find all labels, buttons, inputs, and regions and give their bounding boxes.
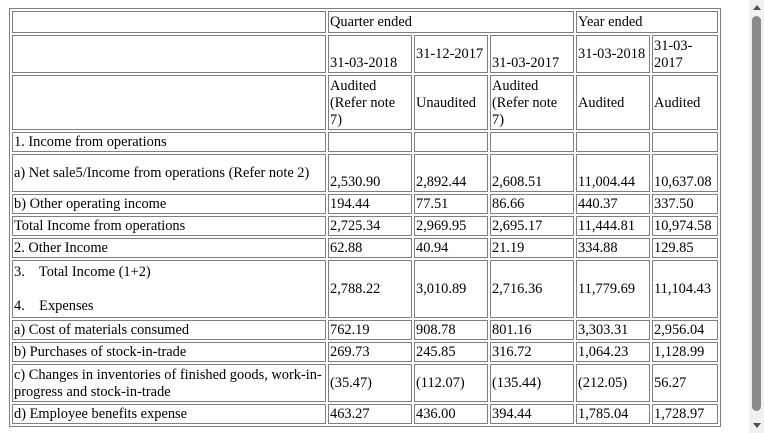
value-cell: 2,530.90 (328, 154, 412, 192)
audit-status-cell: Unaudited (414, 75, 488, 130)
value-cell: 2,695.17 (490, 216, 574, 236)
period-header-row: Quarter ended Year ended (12, 11, 718, 33)
value-cell: 3,010.89 (414, 260, 488, 318)
row-label: 1. Income from operations (12, 132, 326, 152)
value-cell: 10,637.08 (652, 154, 718, 192)
scroll-up-button[interactable] (749, 0, 764, 15)
value-cell: 10,974.58 (652, 216, 718, 236)
table-row: a) Net sale5/Income from operations (Ref… (12, 154, 718, 192)
value-cell: 801.16 (490, 320, 574, 340)
value-cell: 463.27 (328, 404, 412, 424)
empty-corner-cell (12, 11, 326, 33)
value-cell: 337.50 (652, 194, 718, 214)
value-cell (414, 132, 488, 152)
value-cell: 56.27 (652, 364, 718, 402)
table-row: a) Cost of materials consumed 762.19 908… (12, 320, 718, 340)
vertical-scrollbar[interactable] (749, 0, 764, 433)
table-row: 2. Other Income 62.88 40.94 21.19 334.88… (12, 238, 718, 258)
row-label: a) Net sale5/Income from operations (Ref… (12, 154, 326, 192)
value-cell: 62.88 (328, 238, 412, 258)
row-label: b) Other operating income (12, 194, 326, 214)
value-cell: 2,608.51 (490, 154, 574, 192)
value-cell (652, 132, 718, 152)
row-label: b) Purchases of stock-in-trade (12, 342, 326, 362)
value-cell: 1,785.04 (576, 404, 650, 424)
value-cell: 2,956.04 (652, 320, 718, 340)
table-row: 3. Total Income (1+2) 4. Expenses 2,788.… (12, 260, 718, 318)
value-cell: 394.44 (490, 404, 574, 424)
table-row: d) Employee benefits expense 463.27 436.… (12, 404, 718, 424)
scrollbar-thumb[interactable] (752, 16, 761, 411)
value-cell (328, 132, 412, 152)
value-cell (576, 132, 650, 152)
date-header-cell: 31-03-2017 (652, 35, 718, 73)
value-cell: 269.73 (328, 342, 412, 362)
value-cell: 908.78 (414, 320, 488, 340)
quarter-ended-header: Quarter ended (328, 11, 574, 33)
value-cell: 11,779.69 (576, 260, 650, 318)
row-label: d) Employee benefits expense (12, 404, 326, 424)
total-income-label: 3. Total Income (1+2) (14, 264, 151, 280)
date-header-cell: 31-03-2017 (490, 35, 574, 73)
table-row: Total Income from operations 2,725.34 2,… (12, 216, 718, 236)
value-cell: (212.05) (576, 364, 650, 402)
value-cell: 316.72 (490, 342, 574, 362)
value-cell: 40.94 (414, 238, 488, 258)
value-cell: 245.85 (414, 342, 488, 362)
audit-status-cell: Audited (652, 75, 718, 130)
value-cell: 11,004.44 (576, 154, 650, 192)
arrow-up-icon (752, 5, 761, 10)
value-cell: 440.37 (576, 194, 650, 214)
audit-status-cell: Audited (Refer note 7) (490, 75, 574, 130)
row-label: a) Cost of materials consumed (12, 320, 326, 340)
audit-status-row: Audited (Refer note 7) Unaudited Audited… (12, 75, 718, 130)
value-cell: 2,788.22 (328, 260, 412, 318)
expenses-heading: 4. Expenses (14, 298, 94, 314)
value-cell: 2,716.36 (490, 260, 574, 318)
value-cell: 2,969.95 (414, 216, 488, 236)
audit-status-cell: Audited (Refer note 7) (328, 75, 412, 130)
audit-status-cell: Audited (576, 75, 650, 130)
value-cell: (135.44) (490, 364, 574, 402)
value-cell: (35.47) (328, 364, 412, 402)
value-cell: 11,104.43 (652, 260, 718, 318)
date-header-row: 31-03-2018 31-12-2017 31-03-2017 31-03-2… (12, 35, 718, 73)
empty-label-cell (12, 35, 326, 73)
row-label: 3. Total Income (1+2) 4. Expenses (12, 260, 326, 318)
value-cell (490, 132, 574, 152)
value-cell: 1,728.97 (652, 404, 718, 424)
value-cell: 21.19 (490, 238, 574, 258)
table-row: 1. Income from operations (12, 132, 718, 152)
value-cell: 77.51 (414, 194, 488, 214)
table-row: b) Other operating income 194.44 77.51 8… (12, 194, 718, 214)
arrow-down-icon (752, 423, 761, 428)
value-cell: 129.85 (652, 238, 718, 258)
value-cell: 2,892.44 (414, 154, 488, 192)
row-label: Total Income from operations (12, 216, 326, 236)
row-label: c) Changes in inventories of finished go… (12, 364, 326, 402)
date-header-cell: 31-03-2018 (328, 35, 412, 73)
value-cell: 2,725.34 (328, 216, 412, 236)
value-cell: 1,064.23 (576, 342, 650, 362)
value-cell: 86.66 (490, 194, 574, 214)
financial-results-table: Quarter ended Year ended 31-03-2018 31-1… (9, 8, 721, 427)
row-label: 2. Other Income (12, 238, 326, 258)
empty-label-cell (12, 75, 326, 130)
value-cell: 3,303.31 (576, 320, 650, 340)
value-cell: (112.07) (414, 364, 488, 402)
date-header-cell: 31-03-2018 (576, 35, 650, 73)
value-cell: 334.88 (576, 238, 650, 258)
value-cell: 436.00 (414, 404, 488, 424)
date-header-cell: 31-12-2017 (414, 35, 488, 73)
table-row: c) Changes in inventories of finished go… (12, 364, 718, 402)
year-ended-header: Year ended (576, 11, 718, 33)
value-cell: 762.19 (328, 320, 412, 340)
value-cell: 1,128.99 (652, 342, 718, 362)
value-cell: 194.44 (328, 194, 412, 214)
value-cell: 11,444.81 (576, 216, 650, 236)
table-row: b) Purchases of stock-in-trade 269.73 24… (12, 342, 718, 362)
scroll-down-button[interactable] (749, 418, 764, 433)
